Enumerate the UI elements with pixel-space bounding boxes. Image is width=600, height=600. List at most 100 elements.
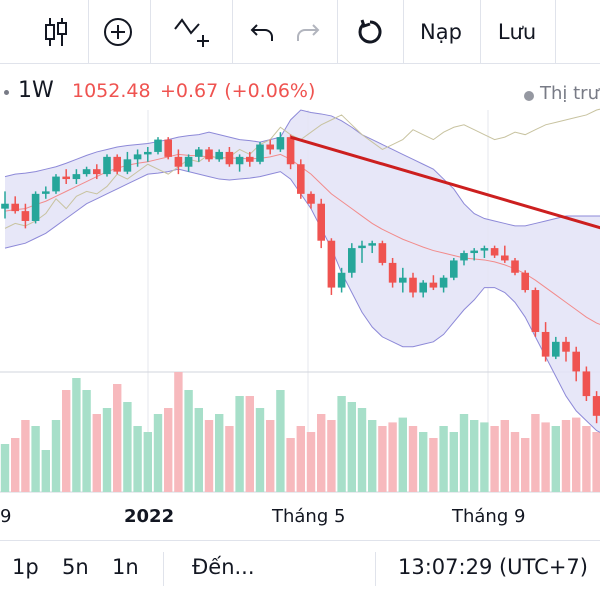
volume-bar bbox=[0, 444, 10, 492]
candle-body bbox=[62, 176, 70, 180]
volume-bar bbox=[480, 422, 489, 492]
candle-body bbox=[337, 272, 346, 288]
load-button[interactable]: Nạp bbox=[420, 20, 462, 44]
volume-bar bbox=[388, 422, 397, 492]
candle-body bbox=[42, 191, 50, 194]
volume-bar bbox=[459, 414, 469, 492]
volume-bar bbox=[561, 420, 571, 492]
timeframe-label[interactable]: 1W bbox=[18, 78, 54, 103]
volume-bar bbox=[245, 396, 254, 492]
candles-button[interactable] bbox=[30, 0, 82, 64]
candle-body bbox=[521, 272, 529, 291]
candle-body bbox=[307, 193, 315, 204]
volume-bar bbox=[398, 417, 407, 492]
volume-bar bbox=[582, 426, 591, 492]
candle-body bbox=[144, 151, 152, 155]
volume-bar bbox=[500, 420, 509, 492]
volume-bar bbox=[41, 450, 50, 492]
candle-body bbox=[399, 277, 407, 283]
candle-body bbox=[93, 169, 101, 175]
candle-body bbox=[21, 211, 30, 221]
volume-bar bbox=[143, 432, 152, 492]
xaxis-label-9: 9 bbox=[0, 506, 12, 527]
reset-button[interactable] bbox=[345, 0, 395, 64]
candle-body bbox=[82, 169, 91, 175]
indicators-button[interactable] bbox=[165, 0, 220, 64]
volume-bar bbox=[327, 420, 336, 492]
volume-bar bbox=[490, 426, 499, 492]
range-5n-button[interactable]: 5n bbox=[62, 555, 89, 579]
price-chart[interactable] bbox=[0, 0, 600, 540]
volume-bar bbox=[184, 390, 193, 492]
xaxis-label-thang5: Tháng 5 bbox=[272, 506, 346, 527]
candle-body bbox=[429, 282, 438, 288]
volume-bar bbox=[225, 426, 234, 492]
redo-button[interactable] bbox=[288, 0, 328, 64]
candle-body bbox=[215, 151, 223, 160]
candle-body bbox=[225, 151, 234, 165]
candles-icon bbox=[45, 18, 67, 46]
candle-body bbox=[358, 245, 366, 249]
volume-bar bbox=[92, 414, 101, 492]
volume-bar bbox=[296, 426, 305, 492]
volume-bar bbox=[378, 426, 387, 492]
candle-body bbox=[572, 351, 580, 372]
volume-bar bbox=[408, 426, 418, 492]
volume-bar bbox=[306, 432, 316, 492]
clock[interactable]: 13:07:29 (UTC+7) bbox=[398, 555, 588, 579]
candle-body bbox=[327, 240, 336, 288]
bottom-bar bbox=[0, 540, 600, 600]
candle-body bbox=[164, 139, 172, 157]
candle-body bbox=[133, 154, 142, 160]
candle-body bbox=[266, 144, 274, 150]
candle-body bbox=[490, 248, 499, 256]
volume-bar bbox=[531, 414, 540, 492]
candle-body bbox=[552, 341, 560, 357]
volume-bar bbox=[11, 438, 20, 492]
candle-body bbox=[256, 144, 264, 162]
bollinger-upper bbox=[4, 109, 600, 227]
volume-bar bbox=[592, 432, 600, 492]
volume-bar bbox=[215, 414, 224, 492]
candle-body bbox=[562, 341, 570, 352]
volume-bar bbox=[235, 396, 244, 492]
candle-body bbox=[246, 156, 254, 162]
candle-body bbox=[154, 139, 162, 152]
candle-body bbox=[195, 149, 203, 157]
candle-body bbox=[480, 248, 489, 251]
volume-bar bbox=[429, 438, 438, 492]
indicators-icon bbox=[173, 18, 209, 47]
candle-body bbox=[286, 137, 295, 165]
goto-date-button[interactable]: Đến... bbox=[192, 555, 255, 579]
range-1n-button[interactable]: 1n bbox=[112, 555, 139, 579]
volume-bar bbox=[174, 372, 183, 492]
range-1p-button[interactable]: 1p bbox=[12, 555, 39, 579]
volume-bar bbox=[123, 402, 132, 492]
undo-button[interactable] bbox=[242, 0, 282, 64]
volume-bar bbox=[470, 420, 479, 492]
price-change: +0.67 (+0.06%) bbox=[160, 80, 316, 102]
candle-body bbox=[276, 137, 285, 150]
save-button[interactable]: Lưu bbox=[497, 20, 537, 44]
volume-bar bbox=[31, 426, 40, 492]
volume-bar bbox=[266, 420, 275, 492]
legend-dot bbox=[4, 90, 9, 95]
volume-bar bbox=[82, 390, 91, 492]
volume-bar bbox=[510, 432, 520, 492]
candle-body bbox=[409, 277, 417, 293]
volume-bar bbox=[286, 438, 295, 492]
candle-body bbox=[174, 156, 183, 167]
candle-body bbox=[103, 156, 111, 175]
candle-body bbox=[235, 156, 244, 165]
candle-body bbox=[470, 250, 478, 254]
xaxis-label-thang9: Tháng 9 bbox=[452, 506, 526, 527]
volume-bar bbox=[317, 414, 326, 492]
add-button[interactable] bbox=[95, 0, 140, 64]
volume-bar bbox=[521, 438, 530, 492]
candle-body bbox=[582, 371, 591, 397]
candle-body bbox=[450, 260, 458, 278]
trendline bbox=[290, 135, 600, 230]
candle-body bbox=[439, 277, 448, 288]
indicator-label[interactable]: Thị trư bbox=[540, 83, 599, 104]
candle-body bbox=[419, 282, 427, 293]
